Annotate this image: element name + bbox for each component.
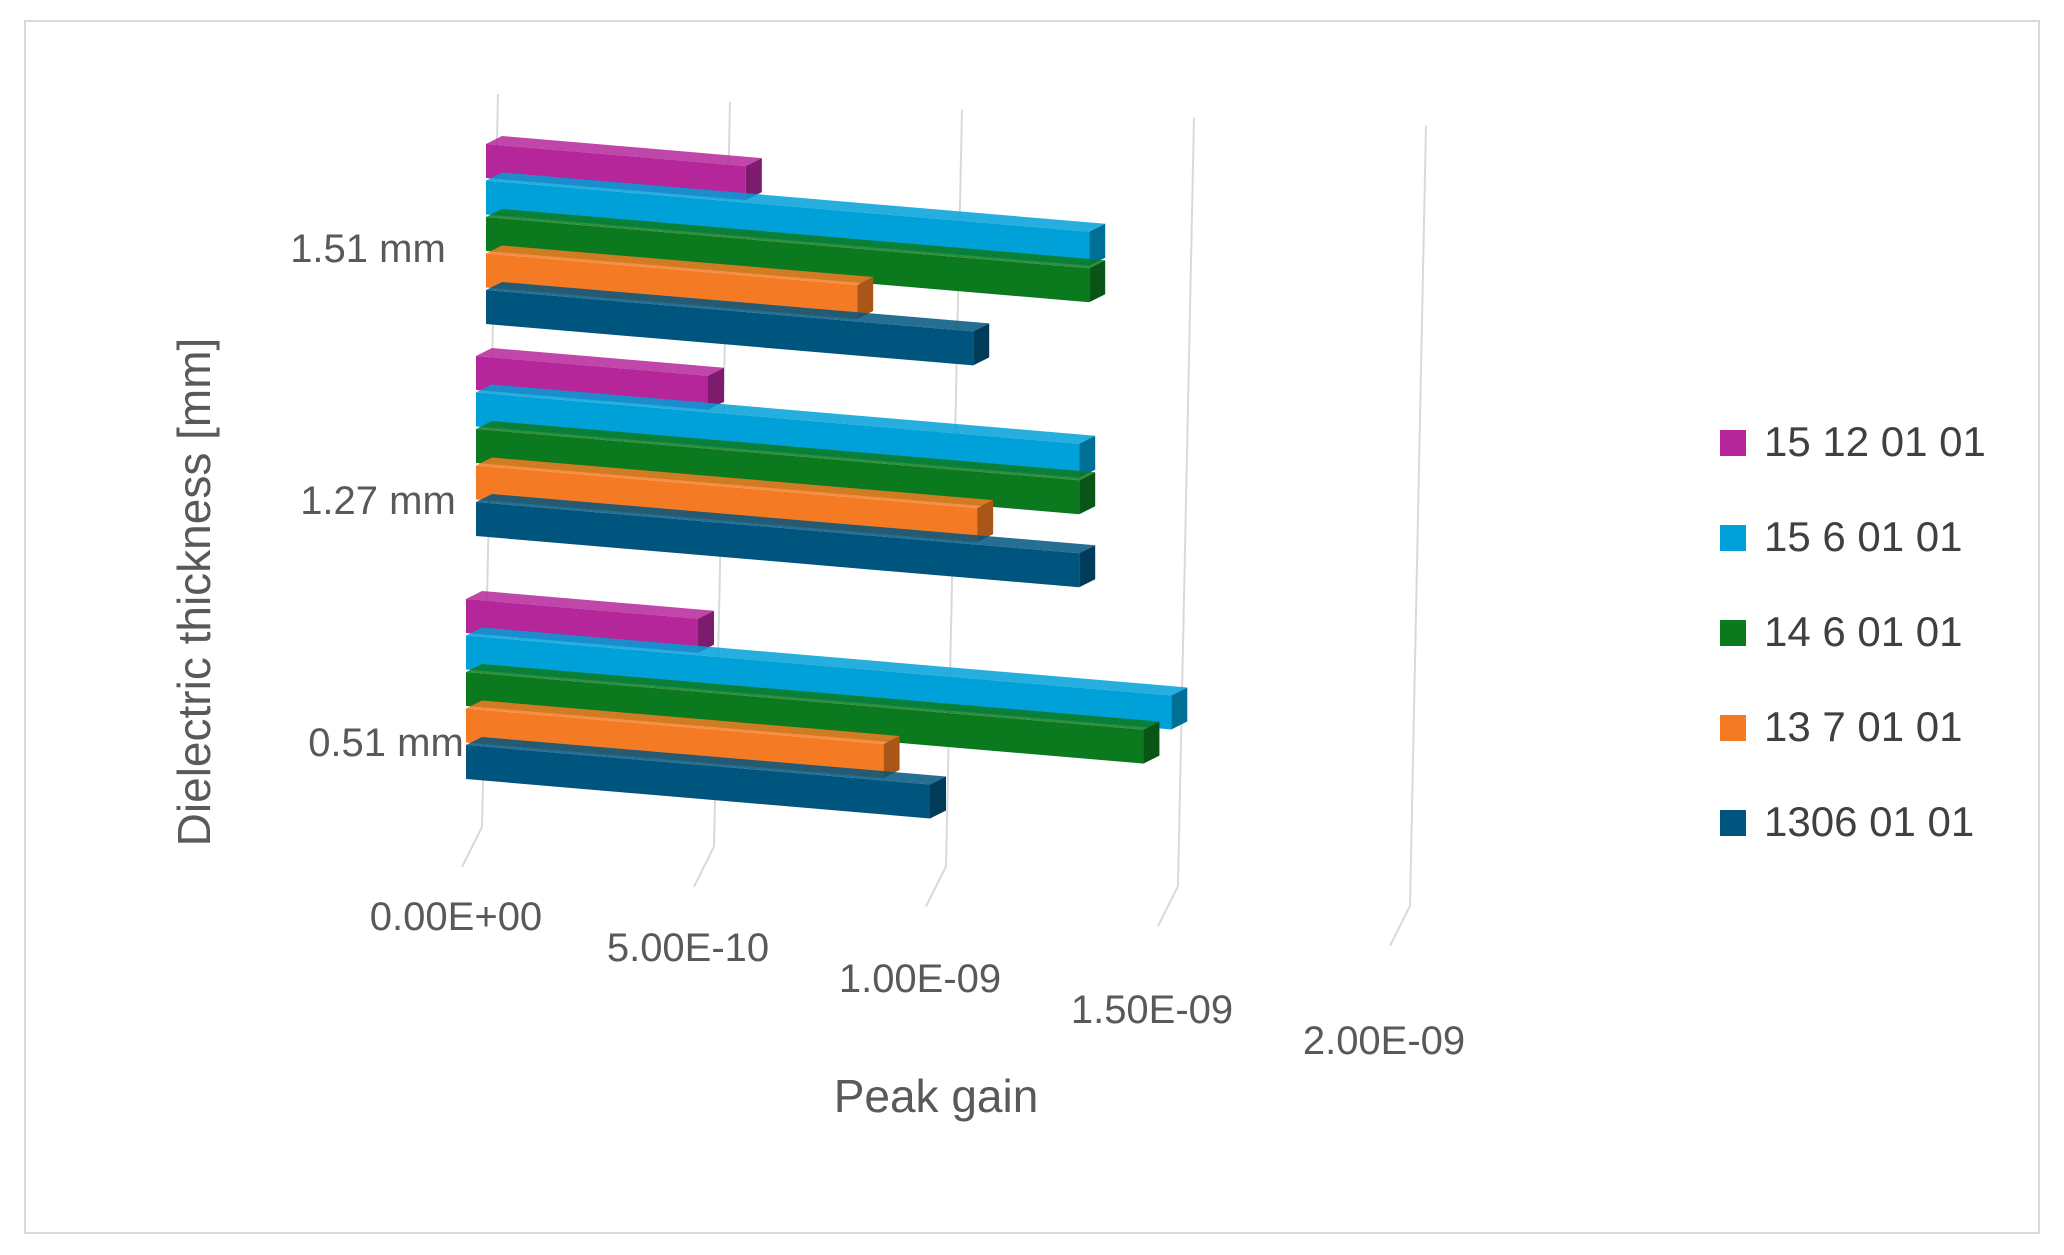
gridline-floor bbox=[461, 826, 483, 868]
bar bbox=[476, 356, 708, 410]
x-tick-labels: 0.00E+00 5.00E-10 1.00E-09 1.50E-09 2.00E-09 bbox=[370, 895, 1465, 1063]
y-category-label: 1.51 mm bbox=[290, 227, 446, 271]
bar-end bbox=[1079, 435, 1096, 478]
legend-swatch bbox=[1720, 810, 1746, 836]
legend-swatch bbox=[1720, 715, 1746, 741]
gridline-floor bbox=[693, 846, 715, 888]
bar bbox=[476, 465, 978, 543]
bar bbox=[486, 253, 858, 320]
gridline bbox=[1409, 125, 1427, 906]
bar-top bbox=[486, 136, 762, 167]
bar-top bbox=[466, 700, 900, 744]
chart-frame: 0.00E+00 5.00E-10 1.00E-09 1.50E-09 2.00E-09… bbox=[24, 20, 2040, 1234]
bar bbox=[466, 635, 1172, 730]
bar-top bbox=[476, 457, 994, 509]
gridline-floor bbox=[1389, 905, 1411, 947]
x-axis-title: Peak gain bbox=[834, 1070, 1039, 1122]
bar-top bbox=[466, 737, 946, 785]
bar-top bbox=[486, 282, 990, 332]
legend-label: 15 12 01 01 bbox=[1764, 418, 1986, 465]
bar bbox=[476, 392, 1080, 478]
bar bbox=[466, 708, 884, 778]
x-tick-label: 5.00E-10 bbox=[607, 926, 769, 970]
bar-end bbox=[973, 323, 990, 366]
bar bbox=[466, 599, 698, 653]
x-tick-label: 1.50E-09 bbox=[1071, 988, 1233, 1032]
bar-end bbox=[977, 500, 994, 543]
bar-end bbox=[883, 735, 900, 778]
bar-end bbox=[857, 277, 874, 320]
bar bbox=[486, 180, 1090, 266]
bar-top bbox=[486, 172, 1106, 232]
x-tick-label: 2.00E-09 bbox=[1303, 1019, 1465, 1063]
legend-swatch bbox=[1720, 525, 1746, 551]
bar-end bbox=[708, 367, 724, 410]
bar-top bbox=[466, 627, 1188, 696]
gridline-floor bbox=[925, 865, 947, 907]
y-category-label: 0.51 mm bbox=[308, 721, 464, 765]
chart-svg: 0.00E+00 5.00E-10 1.00E-09 1.50E-09 2.00E-09… bbox=[168, 93, 1986, 1122]
bar-end bbox=[698, 610, 714, 653]
legend-swatch bbox=[1720, 430, 1746, 456]
bar-end bbox=[1079, 472, 1096, 515]
bar bbox=[476, 502, 1080, 588]
legend: 15 12 01 01 15 6 01 01 14 6 01 01 13 7 01 0… bbox=[1720, 418, 1986, 845]
legend-label: 15 6 01 01 bbox=[1764, 513, 1963, 560]
x-tick-label: 0.00E+00 bbox=[370, 895, 542, 939]
gridline bbox=[1177, 117, 1195, 887]
bar-end bbox=[1079, 545, 1096, 588]
bar-end bbox=[1089, 223, 1106, 266]
bars bbox=[466, 136, 1188, 819]
bar bbox=[486, 144, 746, 201]
bar-top bbox=[466, 591, 714, 619]
y-category-label: 1.27 mm bbox=[300, 479, 456, 523]
bar bbox=[466, 672, 1144, 764]
bar-top bbox=[466, 664, 1160, 730]
y-axis-title: Dielectric thickness [mm] bbox=[168, 338, 220, 847]
bar-end bbox=[1171, 687, 1188, 730]
legend-label: 14 6 01 01 bbox=[1764, 608, 1963, 655]
bar bbox=[466, 745, 930, 819]
bar-end bbox=[745, 158, 762, 201]
bar-top bbox=[486, 209, 1106, 269]
bar bbox=[486, 290, 974, 366]
bar-top bbox=[476, 384, 1096, 444]
category-labels: 0.51 mm 1.27 mm 1.51 mm bbox=[290, 227, 464, 765]
legend-swatch bbox=[1720, 620, 1746, 646]
legend-label: 1306 01 01 bbox=[1764, 798, 1974, 845]
bar-end bbox=[1143, 721, 1160, 764]
bar bbox=[486, 217, 1090, 303]
legend-label: 13 7 01 01 bbox=[1764, 703, 1963, 750]
gridline-floor bbox=[1157, 885, 1179, 927]
bar-top bbox=[486, 245, 874, 286]
bar-end bbox=[930, 776, 946, 819]
bar bbox=[476, 429, 1080, 515]
bar-top bbox=[476, 348, 724, 376]
bar-top bbox=[476, 494, 1096, 554]
x-tick-label: 1.00E-09 bbox=[839, 957, 1001, 1001]
bar-end bbox=[1089, 260, 1106, 303]
bar-top bbox=[476, 421, 1096, 481]
